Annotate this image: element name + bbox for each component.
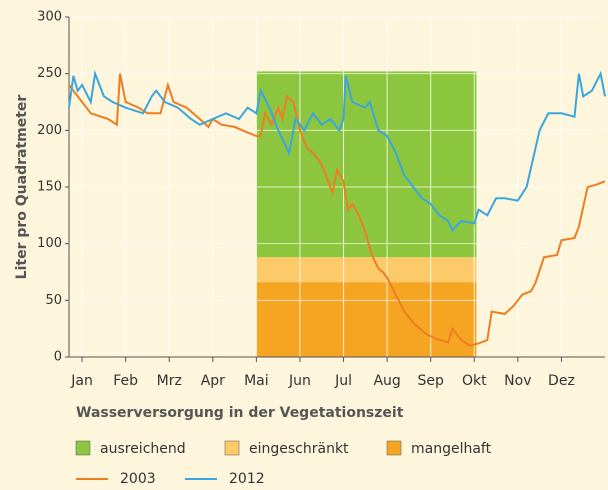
y-tick-label: 200 [37,123,62,138]
x-tick-label: Mai [244,373,269,389]
legend-label: eingeschränkt [249,441,349,457]
line [68,73,606,347]
x-tick-label: Dez [548,373,575,389]
x-tick-label: Feb [113,373,138,389]
y-axis-label: Liter pro Quadratmeter [14,95,30,280]
x-tick-label: Jul [334,373,352,389]
legend-label: 2012 [229,471,265,487]
x-tick-label: Jan [70,373,93,389]
y-tick-label: 0 [54,350,62,365]
x-tick-label: Mrz [157,373,182,389]
x-tick-label: Nov [504,373,531,389]
y-tick-label: 300 [37,10,62,25]
y-tick-label: 150 [37,180,62,195]
x-tick-label: Okt [462,373,487,389]
region [256,282,477,357]
legend-label: 2003 [120,471,156,487]
line [68,69,606,232]
x-tick-label: Jun [288,373,311,389]
x-tick-label: Sep [417,373,444,389]
legend-swatch [224,440,240,456]
legend-label: mangelhaft [411,441,492,457]
legend-swatch [75,440,91,456]
x-tick-label: Apr [201,373,225,389]
y-tick-label: 100 [37,236,62,251]
y-tick-label: 250 [37,66,62,81]
legend-swatch [386,440,402,456]
legend-title: Wasserversorgung in der Vegetationszeit [76,405,404,421]
x-tick-label: Aug [373,373,400,389]
y-tick-label: 50 [45,293,62,308]
legend-label: ausreichend [100,441,186,457]
region [256,257,477,283]
